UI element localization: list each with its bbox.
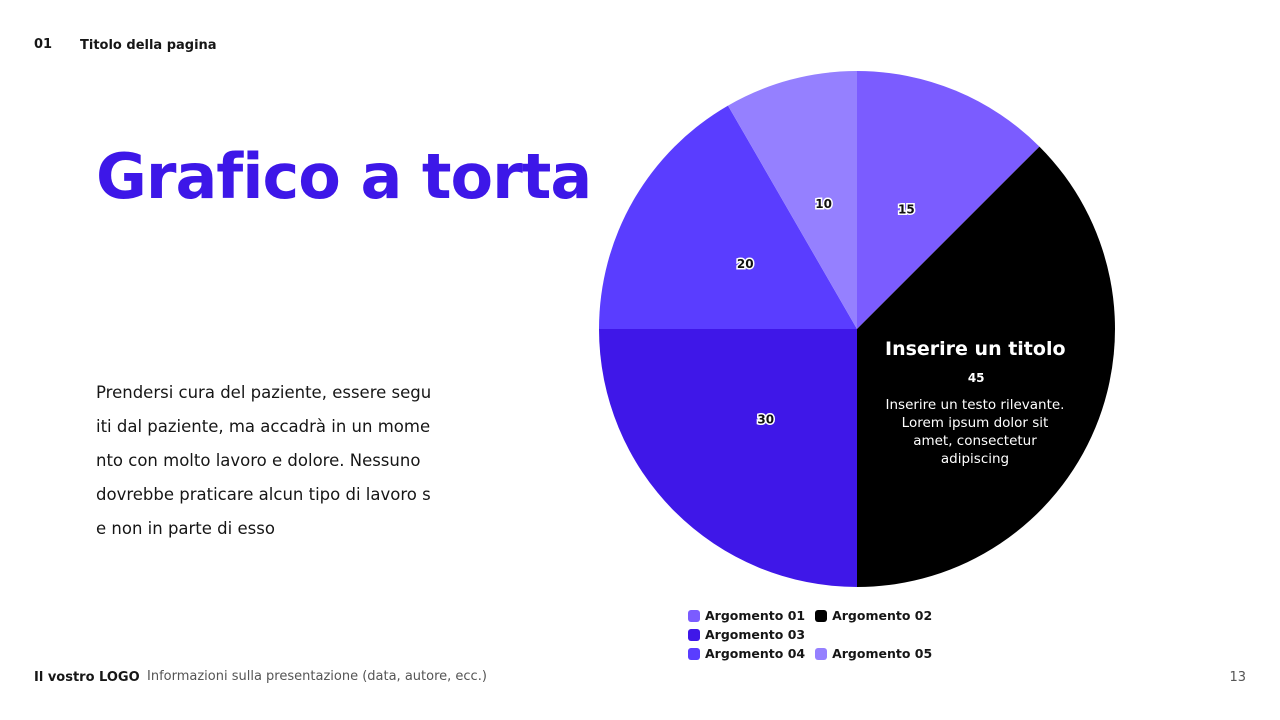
- body-line: Prendersi cura del paziente, essere segu: [96, 383, 432, 402]
- data-label-2: 45: [968, 371, 985, 385]
- legend-item: Argomento 02: [815, 608, 932, 623]
- chart-legend: Argomento 01 Argomento 02 Argomento 03 Argo…: [688, 608, 1048, 665]
- chart-annotation: Inserire un titolo Inserire un testo ril…: [885, 338, 1066, 468]
- data-label-4: 20: [737, 257, 754, 271]
- pie-slice-4: [599, 105, 857, 329]
- body-line: iti dal paziente, ma accadrà in un mome: [96, 417, 431, 436]
- legend-item: Argomento 04: [688, 646, 805, 661]
- body-line: dovrebbe praticare alcun tipo di lavoro …: [96, 485, 431, 504]
- pie-slice-3: [599, 329, 857, 587]
- legend-swatch: [815, 647, 828, 660]
- legend-item: Argomento 01: [688, 608, 805, 623]
- slide-page-number: 13: [1229, 670, 1246, 685]
- data-label-3: 30: [757, 413, 774, 427]
- body-line: e non in parte di esso: [96, 519, 275, 538]
- annotation-title: Inserire un titolo: [885, 338, 1066, 360]
- legend-label: Argomento 03: [705, 627, 806, 642]
- annotation-body: Inserire un testo rilevante. Lorem ipsum…: [885, 397, 1065, 467]
- slide-title: Grafico a torta: [96, 140, 592, 213]
- legend-swatch: [815, 609, 828, 622]
- legend-label: Argomento 01: [705, 608, 806, 623]
- data-label-1: 15: [898, 202, 915, 216]
- legend-item: Argomento 03: [688, 627, 805, 642]
- body-line: nto con molto lavoro e dolore. Nessuno: [96, 451, 421, 470]
- body-text: Prendersi cura del paziente, essere segu…: [96, 376, 456, 546]
- data-label-5: 10: [815, 197, 832, 211]
- presentation-info: Informazioni sulla presentazione (data, …: [147, 669, 487, 684]
- legend-swatch: [688, 647, 700, 660]
- legend-item: Argomento 05: [815, 646, 932, 661]
- page-header-title: Titolo della pagina: [80, 38, 217, 53]
- legend-label: Argomento 04: [705, 646, 806, 661]
- legend-label: Argomento 05: [832, 646, 933, 661]
- logo-text: Il vostro LOGO: [34, 670, 140, 685]
- pie-slice-1: [857, 71, 1040, 329]
- legend-label: Argomento 02: [832, 608, 933, 623]
- page-number-label: 01: [34, 37, 53, 52]
- pie-slice-2: [857, 146, 1116, 587]
- legend-swatch: [688, 628, 700, 641]
- pie-slice-5: [728, 71, 857, 329]
- legend-swatch: [688, 609, 700, 622]
